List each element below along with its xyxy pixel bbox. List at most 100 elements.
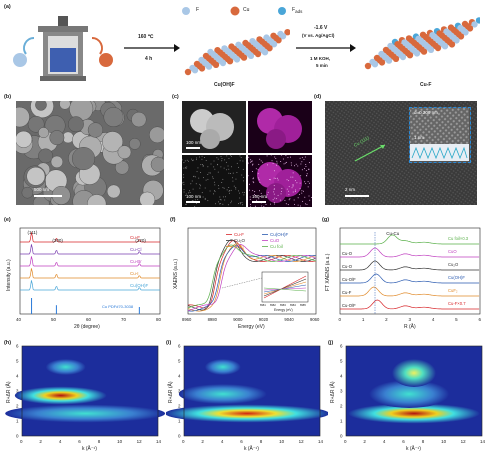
xrd-xtick: 40	[16, 317, 22, 322]
ft-right-label-2: Cu₂O	[448, 262, 459, 267]
wavelet-axes-j	[345, 345, 483, 437]
wavelet-ytick: 4	[340, 374, 343, 379]
xanes-legend-3: Cu(OH)F	[270, 232, 288, 237]
wavelet-xtick: 12	[137, 439, 143, 444]
xanes-series-4	[187, 244, 317, 311]
ft-series-2	[340, 260, 480, 271]
wavelet-ylabel: R+ΔR (Å)	[5, 381, 12, 403]
legend-cu-label: Cu	[243, 7, 250, 13]
wavelet-blob-i	[166, 404, 328, 423]
eds-overlay-map: 100 nm	[248, 155, 312, 207]
ft-right-label-1: CuO	[448, 249, 457, 254]
wavelet-xlabel: k (Å⁻¹)	[82, 445, 97, 452]
ft-series-1	[340, 247, 480, 258]
ft-right-label-5: Cu-F×0.7	[448, 301, 466, 306]
fads-atom-icon	[278, 7, 286, 15]
xanes-xlabel: Energy (eV)	[238, 324, 265, 330]
step2-potential: -1.6 V	[314, 25, 328, 31]
xanes-legend-5: Cu foil	[270, 244, 283, 249]
xrd-xtick: 70	[121, 317, 127, 322]
xanes-inset-series	[263, 287, 307, 292]
xanes-inset-series	[263, 287, 307, 291]
ft-series-4	[340, 286, 480, 297]
ft-xtick: 2	[385, 317, 388, 322]
wavelet-xtick: 4	[221, 439, 224, 444]
xanes-legend-2: CuF₂	[234, 244, 245, 249]
ft-xtick: 1	[362, 317, 365, 322]
hrtem-image: Cu (111) d=0.208 nm 1 nm 2 nm	[325, 101, 477, 205]
wavelet-ytick: 4	[178, 374, 181, 379]
scalebar-c2: 100 nm	[186, 194, 202, 199]
arrow-step1	[124, 44, 180, 52]
xanes-inset-series	[263, 278, 307, 297]
xrd-peak-200: (200)	[52, 238, 63, 243]
wavelet-ytick: 1	[16, 419, 19, 424]
xanes-legend-1: Cu₂O	[234, 238, 245, 243]
wavelet-xtick: 10	[441, 439, 447, 444]
wavelet-blob-h	[5, 404, 166, 423]
xanes-inset-xlabel: Energy (eV)	[274, 308, 293, 312]
panel-label-h: (h)	[4, 340, 12, 346]
ft-left-label-2: Cu-O	[342, 264, 353, 269]
ftexafs-chart: Cu foil×0.3 CuO Cu-O Cu₂O Cu-O Cu(OH)F Cu-O/F C…	[325, 227, 482, 330]
panel-label-f: (f)	[170, 217, 176, 223]
eds-sem-map: 100 nm	[182, 101, 246, 153]
xrd-series-0	[20, 232, 160, 243]
wavelet-ytick: 1	[340, 419, 343, 424]
ft-right-label-3: Cu(OH)F	[448, 275, 465, 280]
ft-xlabel: R (Å)	[404, 323, 416, 330]
step2-time: 5 min	[316, 63, 328, 68]
xrd-axes	[19, 227, 161, 315]
panel-label-j: (j)	[328, 340, 334, 346]
arrow-step2	[296, 44, 356, 52]
wavelet-xtick: 8	[422, 439, 425, 444]
scalebar-c1: 100 nm	[186, 140, 202, 145]
xanes-xtick: 9040	[284, 317, 294, 322]
wavelet-ytick: 2	[16, 404, 19, 409]
wavelet-xtick: 0	[182, 439, 185, 444]
xanes-inset-series	[263, 284, 307, 293]
eds-f-map: 100 nm	[182, 155, 246, 207]
xanes-inset	[261, 271, 309, 303]
wavelet-blob-h	[45, 359, 86, 375]
scalebar-d-inset: 1 nm	[414, 135, 425, 140]
wavelet-ytick: 6	[178, 344, 181, 349]
xanes-inset-tick: 8982	[270, 303, 276, 307]
autoclave-illustration	[13, 16, 113, 81]
ft-axes	[339, 227, 481, 315]
wavelet-xtick: 4	[59, 439, 62, 444]
ft-left-label-4: Cu-F	[342, 290, 352, 295]
wavelet-ylabel: R+ΔR (Å)	[329, 381, 336, 403]
ft-series-5	[340, 299, 480, 310]
xanes-xtick: 8960	[182, 317, 192, 322]
panel-label-e: (e)	[4, 217, 11, 223]
xrd-xlabel: 2θ (degree)	[74, 324, 100, 330]
xanes-inset-connector	[221, 277, 263, 289]
ft-xtick: 4	[432, 317, 435, 322]
wavelet-xlabel: k (Å⁻¹)	[244, 445, 259, 452]
xanes-series-5	[187, 244, 317, 309]
ft-xtick: 6	[479, 317, 482, 322]
wavelet-xtick: 6	[402, 439, 405, 444]
xanes-inset-tick: 8983	[280, 303, 286, 307]
xanes-series-2	[187, 243, 317, 312]
ft-xtick: 0	[339, 317, 342, 322]
xrd-series-1	[20, 244, 160, 255]
xrd-peak-220: (220)	[135, 238, 146, 243]
xanes-inset-series	[263, 275, 307, 299]
wavelet-ytick: 2	[178, 404, 181, 409]
panel-label-g: (g)	[322, 217, 330, 223]
wavelet-ytick: 3	[340, 389, 343, 394]
ft-right-label-4: CuF₂	[448, 288, 458, 293]
wavelet-ytick: 6	[340, 344, 343, 349]
ft-top-label: Cu-Cu	[386, 231, 400, 236]
wavelet-ytick: 5	[16, 359, 19, 364]
ft-series-3	[340, 273, 480, 284]
wavelet-xtick: 12	[299, 439, 305, 444]
ft-xtick: 3	[409, 317, 412, 322]
wavelet-blob-i	[178, 384, 267, 404]
ft-ylabel: FT XAENS (a.u.)	[325, 253, 331, 291]
xrd-series-3	[20, 268, 160, 279]
